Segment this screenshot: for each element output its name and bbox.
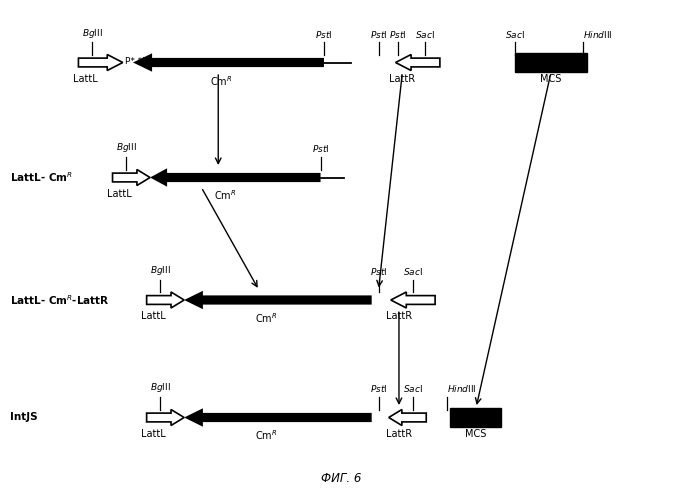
FancyArrow shape — [150, 168, 321, 186]
FancyArrow shape — [133, 54, 324, 72]
Text: LattR: LattR — [386, 428, 412, 438]
FancyArrow shape — [147, 292, 184, 308]
Text: $\it{Pst}$I: $\it{Pst}$I — [370, 28, 387, 40]
Text: LattL: LattL — [107, 188, 132, 198]
Text: LattR: LattR — [386, 311, 412, 321]
Text: $\it{Bg}$lII: $\it{Bg}$lII — [116, 142, 136, 154]
Text: $\it{Sac}$I: $\it{Sac}$I — [415, 28, 435, 40]
Text: Cm$^R$: Cm$^R$ — [255, 428, 277, 442]
Text: $\it{Sac}$I: $\it{Sac}$I — [505, 28, 525, 40]
Text: $\it{Pst}$I: $\it{Pst}$I — [315, 28, 333, 40]
FancyArrow shape — [184, 291, 372, 309]
Bar — [450, 408, 501, 426]
Text: LattL- Cm$^R$: LattL- Cm$^R$ — [10, 170, 73, 184]
Text: $\it{Hind}$III: $\it{Hind}$III — [583, 28, 613, 40]
Text: LattL: LattL — [141, 428, 166, 438]
FancyArrow shape — [391, 292, 435, 308]
Text: MCS: MCS — [540, 74, 562, 84]
Text: LattR: LattR — [389, 74, 415, 84]
Text: LattL: LattL — [141, 311, 166, 321]
Bar — [515, 54, 587, 72]
Text: Cm$^R$: Cm$^R$ — [211, 74, 233, 88]
Text: Cm$^R$: Cm$^R$ — [214, 188, 236, 202]
Text: $\it{Pst}$I: $\it{Pst}$I — [312, 144, 329, 154]
Text: LattL: LattL — [73, 74, 98, 84]
Text: $\it{Sac}$I: $\it{Sac}$I — [402, 266, 423, 277]
FancyArrow shape — [184, 408, 372, 426]
Text: $\it{Bg}$lII: $\it{Bg}$lII — [150, 264, 170, 277]
FancyArrow shape — [113, 170, 150, 186]
Text: $\it{Sac}$I: $\it{Sac}$I — [402, 384, 423, 394]
Text: $\it{Hind}$III: $\it{Hind}$III — [447, 384, 477, 394]
FancyArrow shape — [147, 410, 184, 426]
Text: MCS: MCS — [465, 428, 487, 438]
FancyArrow shape — [78, 54, 123, 70]
FancyArrow shape — [389, 410, 426, 426]
Text: $\it{Pst}$I: $\it{Pst}$I — [370, 384, 387, 394]
Text: $\it{Pst}$I: $\it{Pst}$I — [370, 266, 387, 277]
Text: $\it{Bg}$lII: $\it{Bg}$lII — [150, 382, 170, 394]
FancyArrow shape — [396, 54, 440, 70]
Text: Cm$^R$: Cm$^R$ — [255, 311, 277, 325]
Text: P* *P: P* *P — [125, 57, 147, 66]
Text: ФИГ. 6: ФИГ. 6 — [321, 472, 361, 485]
Text: $\it{Pst}$I: $\it{Pst}$I — [389, 28, 406, 40]
Text: $\it{Bg}$lII: $\it{Bg}$lII — [82, 26, 102, 40]
Text: IntJS: IntJS — [10, 412, 38, 422]
Text: LattL- Cm$^R$-LattR: LattL- Cm$^R$-LattR — [10, 293, 110, 307]
